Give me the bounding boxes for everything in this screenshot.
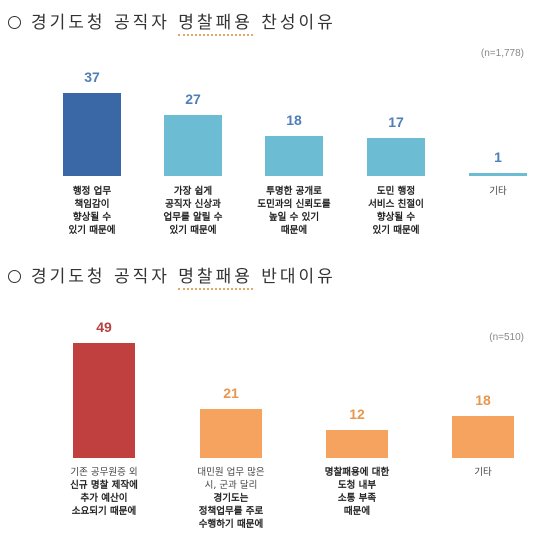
category-label-line: 책임감이	[74, 199, 110, 210]
category-label-line: 높일 수 있기	[268, 212, 320, 223]
value-label-2: 27	[185, 91, 201, 108]
bar-1	[73, 343, 135, 458]
category-label-line: 시, 군과 달리	[204, 480, 258, 491]
category-label-line: 도청 내부	[337, 480, 377, 491]
value-label-3: 12	[349, 405, 365, 422]
value-label-2: 21	[223, 384, 239, 401]
category-label-line: 신규 명찰 제작에	[70, 480, 138, 491]
value-label-3: 18	[286, 111, 302, 128]
bar-2	[164, 115, 222, 176]
bar-3	[265, 135, 323, 176]
section-title-oppose: 경기도청 공직자 명찰패용 반대이유	[8, 262, 336, 290]
category-label-line: 향상될 수	[376, 212, 416, 223]
category-label-line: 대민원 업무 많은	[197, 467, 265, 478]
title-underlined: 명찰패용	[178, 13, 253, 36]
category-label-line: 공직자 신상과	[165, 199, 221, 210]
category-label-line: 소요되기 때문에	[71, 506, 137, 517]
title-suffix: 찬성이유	[252, 13, 336, 33]
category-label-line: 가장 쉽게	[173, 186, 213, 197]
category-label-line: 서비스 친절이	[368, 199, 424, 210]
category-label-4: 기타	[433, 466, 533, 479]
category-label-line: 명찰패용에 대한	[324, 467, 390, 478]
category-label-line: 있기 때문에	[68, 225, 116, 236]
bar-4	[452, 415, 514, 458]
category-label-line: 추가 예산이	[80, 493, 128, 504]
bar-3	[326, 429, 388, 458]
category-label-line: 투명한 공개로	[266, 186, 322, 197]
value-label-4: 17	[388, 113, 404, 130]
category-label-line: 업무를 알릴 수	[163, 212, 223, 223]
bar-5	[469, 173, 527, 176]
title-underlined: 명찰패용	[178, 267, 253, 290]
circle-bullet-icon	[8, 16, 21, 29]
category-label-line: 기타	[474, 467, 492, 478]
value-label-1: 37	[84, 69, 100, 85]
category-label-line: 수행하기 때문에	[198, 519, 264, 530]
category-label-line: 때문에	[343, 506, 371, 517]
category-label-line: 도민과의 신뢰도를	[257, 199, 331, 210]
category-label-5: 기타	[448, 185, 546, 198]
category-label-line: 있기 때문에	[372, 225, 420, 236]
category-label-line: 향상될 수	[72, 212, 112, 223]
title-suffix: 반대이유	[252, 267, 336, 287]
category-label-line: 있기 때문에	[169, 225, 217, 236]
category-label-line: 기타	[489, 186, 507, 197]
category-label-line: 행정 업무	[72, 186, 112, 197]
category-label-line: 경기도는	[213, 493, 249, 504]
section-title-support: 경기도청 공직자 명찰패용 찬성이유	[8, 8, 336, 36]
value-label-4: 18	[475, 391, 491, 408]
value-label-1: 49	[96, 319, 112, 335]
title-prefix: 경기도청 공직자	[31, 267, 179, 287]
bar-1	[63, 93, 121, 176]
category-label-line: 때문에	[280, 225, 308, 236]
bar-2	[200, 408, 262, 458]
category-label-line: 소통 부족	[337, 493, 377, 504]
category-label-line: 도민 행정	[376, 186, 416, 197]
bar-4	[367, 137, 425, 176]
category-label-line: 기존 공무원증 외	[70, 467, 138, 478]
sample-size-note-support: (n=1,778)	[480, 48, 524, 59]
value-label-5: 1	[494, 149, 502, 165]
title-prefix: 경기도청 공직자	[31, 13, 179, 33]
sample-size-note-oppose: (n=510)	[489, 332, 524, 343]
circle-bullet-icon	[8, 270, 21, 283]
category-label-line: 정책업무를 주로	[198, 506, 264, 517]
